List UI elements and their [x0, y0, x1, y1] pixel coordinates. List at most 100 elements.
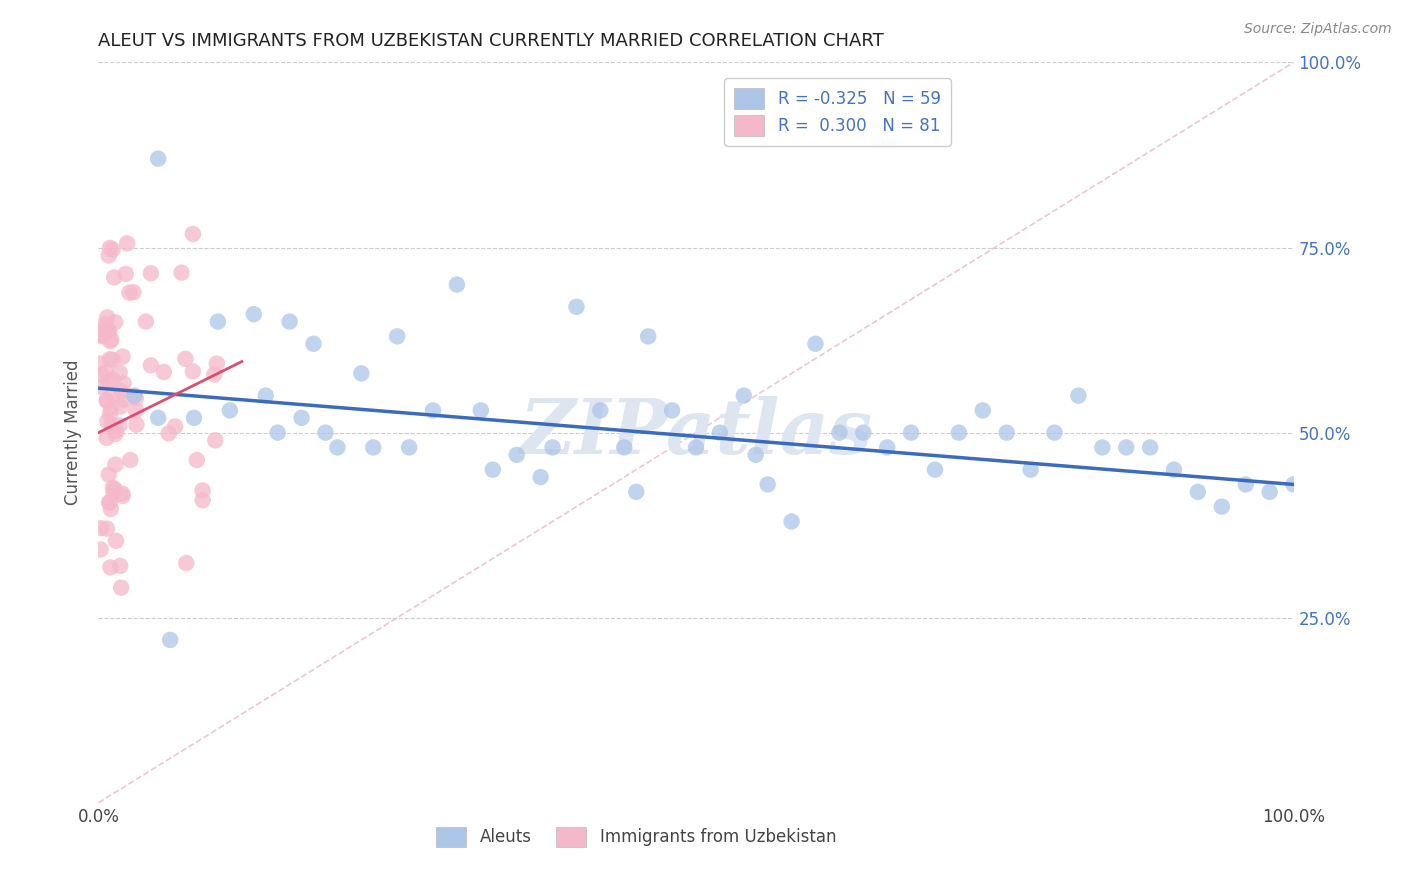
Text: ALEUT VS IMMIGRANTS FROM UZBEKISTAN CURRENTLY MARRIED CORRELATION CHART: ALEUT VS IMMIGRANTS FROM UZBEKISTAN CURR… [98, 32, 884, 50]
Immigrants from Uzbekistan [174, 351, 197, 366]
Immigrants from Uzbekistan [89, 328, 111, 343]
Immigrants from Uzbekistan [186, 453, 208, 467]
Immigrants from Uzbekistan [110, 400, 132, 414]
Immigrants from Uzbekistan [101, 243, 124, 257]
Aleuts [637, 329, 659, 343]
Immigrants from Uzbekistan [97, 325, 120, 339]
Aleuts [626, 484, 648, 499]
Aleuts [1115, 441, 1137, 455]
Immigrants from Uzbekistan [122, 285, 145, 300]
Aleuts [972, 403, 994, 417]
Immigrants from Uzbekistan [191, 493, 214, 508]
Immigrants from Uzbekistan [96, 431, 118, 445]
Immigrants from Uzbekistan [181, 364, 204, 378]
Aleuts [302, 336, 325, 351]
Immigrants from Uzbekistan [108, 366, 131, 380]
Aleuts [924, 462, 946, 476]
Immigrants from Uzbekistan [96, 414, 118, 428]
Immigrants from Uzbekistan [125, 391, 148, 405]
Aleuts [1211, 500, 1233, 514]
Aleuts [709, 425, 731, 440]
Y-axis label: Currently Married: Currently Married [65, 359, 83, 506]
Immigrants from Uzbekistan [157, 426, 180, 441]
Immigrants from Uzbekistan [103, 482, 125, 496]
Aleuts [541, 441, 564, 455]
Aleuts [530, 470, 553, 484]
Aleuts [613, 441, 636, 455]
Aleuts [385, 329, 409, 343]
Aleuts [1019, 462, 1042, 476]
Aleuts [1067, 388, 1090, 402]
Immigrants from Uzbekistan [97, 248, 120, 262]
Legend: Aleuts, Immigrants from Uzbekistan: Aleuts, Immigrants from Uzbekistan [429, 820, 844, 854]
Immigrants from Uzbekistan [101, 388, 124, 402]
Aleuts [1282, 477, 1305, 491]
Aleuts [685, 441, 707, 455]
Immigrants from Uzbekistan [205, 357, 228, 371]
Aleuts [446, 277, 468, 292]
Aleuts [1091, 441, 1114, 455]
Immigrants from Uzbekistan [191, 483, 214, 498]
Immigrants from Uzbekistan [170, 266, 193, 280]
Immigrants from Uzbekistan [104, 533, 127, 548]
Aleuts [254, 388, 277, 402]
Aleuts [159, 632, 181, 647]
Aleuts [756, 477, 779, 491]
Aleuts [506, 448, 529, 462]
Immigrants from Uzbekistan [135, 314, 157, 328]
Immigrants from Uzbekistan [94, 317, 117, 331]
Immigrants from Uzbekistan [120, 453, 142, 467]
Aleuts [278, 314, 301, 328]
Aleuts [1258, 484, 1281, 499]
Immigrants from Uzbekistan [100, 418, 122, 433]
Immigrants from Uzbekistan [97, 374, 120, 388]
Immigrants from Uzbekistan [101, 481, 124, 495]
Aleuts [733, 388, 755, 402]
Immigrants from Uzbekistan [139, 359, 162, 373]
Immigrants from Uzbekistan [125, 403, 148, 417]
Immigrants from Uzbekistan [89, 356, 111, 370]
Immigrants from Uzbekistan [108, 418, 131, 433]
Immigrants from Uzbekistan [104, 427, 127, 442]
Immigrants from Uzbekistan [174, 556, 197, 570]
Aleuts [565, 300, 588, 314]
Immigrants from Uzbekistan [101, 352, 124, 367]
Immigrants from Uzbekistan [111, 489, 134, 503]
Aleuts [148, 410, 170, 425]
Immigrants from Uzbekistan [90, 521, 112, 535]
Immigrants from Uzbekistan [104, 424, 127, 438]
Aleuts [1163, 462, 1185, 476]
Immigrants from Uzbekistan [98, 495, 121, 509]
Aleuts [852, 425, 875, 440]
Aleuts [470, 403, 492, 417]
Immigrants from Uzbekistan [100, 332, 122, 346]
Aleuts [1043, 425, 1066, 440]
Immigrants from Uzbekistan [125, 417, 148, 432]
Immigrants from Uzbekistan [94, 365, 117, 379]
Immigrants from Uzbekistan [93, 322, 115, 336]
Immigrants from Uzbekistan [112, 392, 135, 407]
Aleuts [183, 410, 205, 425]
Immigrants from Uzbekistan [103, 270, 125, 285]
Immigrants from Uzbekistan [96, 392, 118, 407]
Aleuts [315, 425, 337, 440]
Immigrants from Uzbekistan [97, 467, 120, 482]
Aleuts [350, 367, 373, 381]
Immigrants from Uzbekistan [90, 380, 112, 394]
Immigrants from Uzbekistan [110, 384, 132, 398]
Aleuts [481, 462, 505, 476]
Immigrants from Uzbekistan [103, 486, 125, 500]
Text: Source: ZipAtlas.com: Source: ZipAtlas.com [1244, 22, 1392, 37]
Immigrants from Uzbekistan [139, 266, 162, 280]
Immigrants from Uzbekistan [181, 227, 204, 241]
Immigrants from Uzbekistan [98, 334, 121, 349]
Immigrants from Uzbekistan [118, 285, 141, 300]
Immigrants from Uzbekistan [111, 350, 134, 364]
Aleuts [828, 425, 851, 440]
Aleuts [291, 410, 314, 425]
Immigrants from Uzbekistan [111, 486, 134, 500]
Immigrants from Uzbekistan [100, 502, 122, 516]
Aleuts [148, 152, 170, 166]
Aleuts [219, 403, 242, 417]
Immigrants from Uzbekistan [90, 368, 112, 382]
